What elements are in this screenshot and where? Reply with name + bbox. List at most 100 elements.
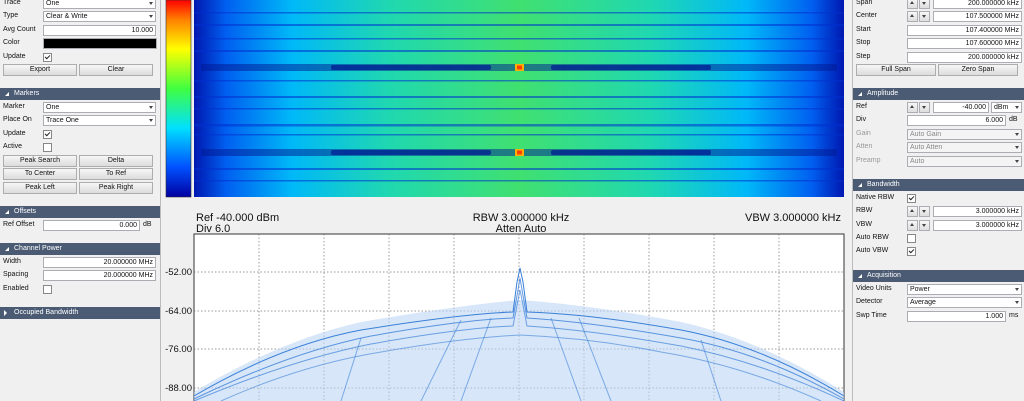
spin-input[interactable]: 3.000000 kHz	[933, 219, 1022, 231]
spin-input[interactable]: -40.000	[933, 101, 989, 113]
field-label: Detector	[856, 298, 883, 306]
field-label: Enabled	[3, 284, 29, 292]
field-label: Width	[3, 257, 21, 265]
y-tick-label: -52.00	[165, 267, 192, 278]
form-row: Step 200.000000 kHz	[853, 50, 1024, 63]
text-input[interactable]: 20.000000 MHz	[43, 270, 156, 282]
field-label: Start	[856, 25, 871, 33]
section-header[interactable]: Bandwidth	[853, 178, 1024, 191]
dropdown: Auto	[907, 155, 1022, 167]
field-label: Spacing	[3, 271, 29, 279]
spin-input[interactable]: 107.500000 MHz	[933, 11, 1022, 23]
spin-up[interactable]	[907, 206, 918, 218]
field-label: Step	[856, 52, 871, 60]
field-label: Color	[3, 39, 20, 47]
form-row: Preamp Auto	[853, 154, 1024, 167]
checkbox[interactable]	[43, 52, 52, 62]
spin-down[interactable]	[919, 101, 930, 113]
form-row: Start 107.400000 MHz	[853, 23, 1024, 36]
checkbox[interactable]	[907, 247, 916, 257]
field-label: Div	[856, 116, 867, 124]
dropdown[interactable]: One	[43, 0, 156, 9]
checkbox[interactable]	[43, 143, 52, 153]
button[interactable]: Peak Left	[3, 181, 77, 194]
text-input[interactable]: 107.400000 MHz	[907, 24, 1022, 36]
button[interactable]: Peak Right	[79, 181, 153, 194]
dropdown[interactable]: Power	[907, 283, 1022, 295]
form-row: Color	[0, 36, 160, 50]
text-input[interactable]: 10.000	[43, 24, 156, 36]
section-header[interactable]: Markers	[0, 87, 160, 100]
form-row: Atten Auto Atten	[853, 140, 1024, 154]
unit-select[interactable]: dBm	[991, 101, 1022, 113]
spin-down[interactable]	[919, 219, 930, 231]
text-input[interactable]: 0.000	[43, 219, 140, 231]
field-label: Marker	[3, 102, 25, 110]
field-label: Update	[3, 52, 26, 60]
text-input[interactable]: 1.000	[907, 310, 1006, 322]
button[interactable]: Peak Search	[3, 154, 77, 167]
section-header[interactable]: Channel Power	[0, 242, 160, 255]
field-label: Avg Count	[3, 25, 36, 33]
form-row: Video Units Power	[853, 282, 1024, 295]
spin-up[interactable]	[907, 11, 918, 23]
unit-label: ms	[1009, 311, 1019, 319]
spin-down[interactable]	[919, 0, 930, 9]
button[interactable]: To Ref	[79, 168, 153, 181]
spin-input[interactable]: 3.000000 kHz	[933, 206, 1022, 218]
checkbox[interactable]	[43, 284, 52, 294]
form-row: Width 20.000000 MHz	[0, 255, 160, 268]
spin-up[interactable]	[907, 0, 918, 9]
form-row: Update	[0, 127, 160, 140]
color-swatch[interactable]	[43, 38, 157, 50]
spin-up[interactable]	[907, 219, 918, 231]
section-header[interactable]: Offsets	[0, 205, 160, 218]
y-tick-label: -88.00	[165, 383, 192, 394]
form-row: Place On Trace One	[0, 113, 160, 127]
button[interactable]: Export	[3, 63, 77, 76]
right-panel: Span 200.000000 kHz Center 107.500000 MHz St…	[852, 0, 1024, 401]
form-row: Div dB 6.000	[853, 113, 1024, 127]
form-row: Marker One	[0, 100, 160, 113]
form-row: Detector Average	[853, 295, 1024, 309]
waterfall	[194, 0, 844, 197]
checkbox[interactable]	[907, 193, 916, 203]
text-input[interactable]: 20.000000 MHz	[43, 256, 156, 268]
dropdown[interactable]: One	[43, 101, 156, 113]
unit-label: dB	[143, 220, 152, 228]
spin-down[interactable]	[919, 11, 930, 23]
field-label: Video Units	[856, 284, 892, 292]
button[interactable]: Clear	[79, 63, 153, 76]
text-input[interactable]: 6.000	[907, 115, 1006, 127]
spin-input[interactable]: 200.000000 kHz	[933, 0, 1022, 9]
dropdown[interactable]: Average	[907, 297, 1022, 309]
section-header[interactable]: Amplitude	[853, 87, 1024, 100]
checkbox[interactable]	[907, 234, 916, 244]
button[interactable]: To Center	[3, 168, 77, 181]
spin-up[interactable]	[907, 101, 918, 113]
field-label: Center	[856, 12, 878, 20]
text-input[interactable]: 200.000000 kHz	[907, 51, 1022, 63]
text-input[interactable]: 107.600000 MHz	[907, 38, 1022, 50]
dropdown[interactable]: Clear & Write	[43, 11, 156, 23]
form-row: Update	[0, 50, 160, 63]
checkbox[interactable]	[43, 129, 52, 139]
spin-down[interactable]	[919, 206, 930, 218]
dropdown[interactable]: Trace One	[43, 115, 156, 127]
field-label: Stop	[856, 39, 871, 47]
y-tick-label: -64.00	[165, 306, 192, 317]
unit-label: dB	[1009, 116, 1018, 124]
section-header[interactable]: Acquisition	[853, 269, 1024, 282]
button[interactable]: Delta	[79, 154, 153, 167]
form-row: Enabled	[0, 282, 160, 295]
field-label: Active	[3, 143, 23, 151]
button[interactable]: Zero Span	[938, 63, 1018, 76]
field-label: Gain	[856, 129, 871, 137]
button[interactable]: Full Span	[856, 63, 936, 76]
form-row: Avg Count 10.000	[0, 23, 160, 36]
section-header[interactable]: Occupied Bandwidth	[0, 307, 160, 320]
field-label: Swp Time	[856, 311, 887, 319]
form-row: Auto RBW	[853, 231, 1024, 244]
ref-label: Ref -40.000 dBm	[196, 212, 279, 224]
